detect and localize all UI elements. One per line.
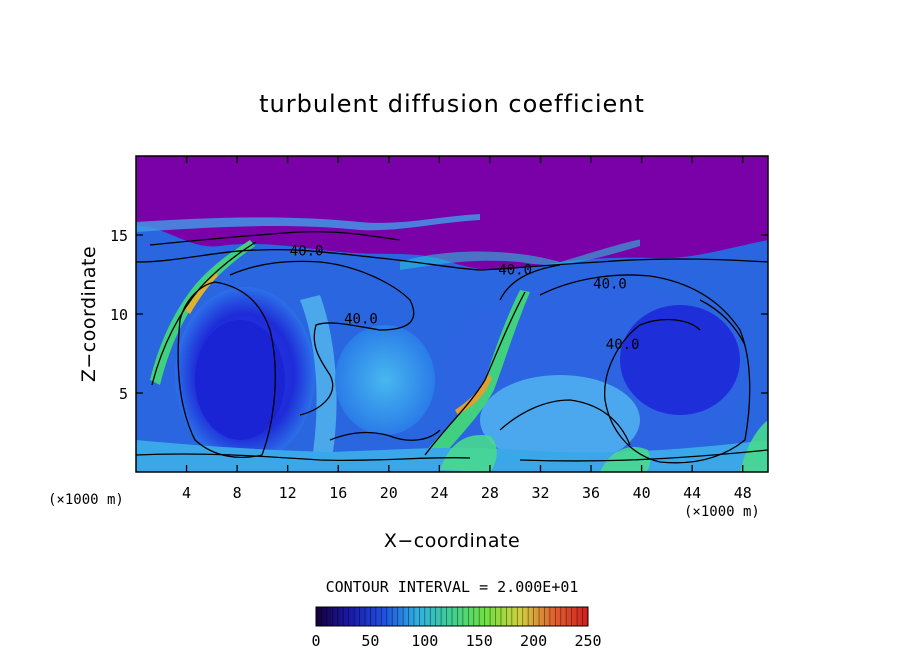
contour-label-layer: 40.0 40.0 40.0 40.0 40.0 (290, 244, 640, 353)
updraft-band (300, 295, 337, 470)
contour-line (149, 230, 401, 246)
x-tick-label: 24 (430, 484, 448, 502)
x-axis-unit-left: (×1000 m) (48, 492, 124, 508)
contour-interval-text: CONTOUR INTERVAL = 2.000E+01 (326, 578, 579, 596)
colorbar-ticks: 0 50 100 150 200 250 (311, 632, 601, 650)
y-tick-label: 5 (119, 385, 128, 403)
contour-value-label: 40.0 (290, 244, 324, 260)
x-tick-label: 48 (734, 484, 752, 502)
colorbar-tick-label: 100 (411, 632, 438, 650)
x-tick-label: 4 (182, 484, 191, 502)
x-tick-label: 40 (633, 484, 651, 502)
plot-area: 40.0 40.0 40.0 40.0 40.0 (136, 156, 768, 472)
contour-line (229, 260, 415, 416)
contour-line (499, 264, 561, 301)
x-tick-label: 28 (481, 484, 499, 502)
x-tick-label: 36 (582, 484, 600, 502)
contour-line (151, 241, 257, 386)
x-axis-label: X−coordinate (384, 530, 520, 552)
contour-lines (136, 230, 768, 464)
contour-value-label: 40.0 (498, 263, 532, 279)
colorbar-tick-label: 250 (574, 632, 601, 650)
contour-value-label: 40.0 (606, 337, 640, 353)
contour-value-label: 40.0 (344, 311, 378, 327)
contour-line (499, 399, 631, 446)
contour-value-label: 40.0 (593, 277, 627, 293)
shear-zone-left (150, 240, 255, 385)
bottom-hotspot (740, 420, 768, 472)
mid-eddy (335, 325, 435, 435)
contour-line (424, 291, 526, 456)
chart-title: turbulent diffusion coefficient (259, 90, 645, 118)
colorbar-tick-label: 0 (311, 632, 320, 650)
contour-line (177, 281, 276, 458)
shear-zone-center-core (455, 375, 492, 415)
y-tick-label: 15 (110, 227, 128, 245)
x-tick-label: 20 (380, 484, 398, 502)
y-tick-label: 10 (110, 306, 128, 324)
x-tick-label: 12 (279, 484, 297, 502)
x-tick-label: 44 (683, 484, 701, 502)
filament-streak (136, 214, 480, 232)
x-axis-ticks: 4 8 12 16 20 24 28 32 36 40 44 48 (182, 156, 752, 502)
colorbar-tick-label: 150 (466, 632, 493, 650)
contour-line (329, 429, 441, 441)
colorbar-stripes (321, 607, 583, 626)
colorbar-tick-label: 50 (361, 632, 379, 650)
contour-line (136, 449, 768, 462)
x-tick-label: 32 (531, 484, 549, 502)
y-axis-ticks: 5 10 15 (110, 227, 768, 403)
right-vortex-inner (620, 305, 740, 415)
y-axis-label: Z−coordinate (78, 246, 100, 382)
right-vortex-light (480, 375, 640, 465)
left-vortex-core (195, 320, 285, 440)
shear-zone-left-core (185, 272, 218, 314)
bottom-hotspot (440, 435, 497, 472)
x-tick-label: 16 (329, 484, 347, 502)
filament-streak (400, 239, 640, 270)
shear-zone-center (420, 290, 530, 470)
x-tick-label: 8 (233, 484, 242, 502)
x-axis-unit-right: (×1000 m) (684, 504, 760, 520)
colorbar-tick-label: 200 (520, 632, 547, 650)
colorbar: 0 50 100 150 200 250 (311, 606, 602, 650)
contour-line (699, 299, 746, 346)
